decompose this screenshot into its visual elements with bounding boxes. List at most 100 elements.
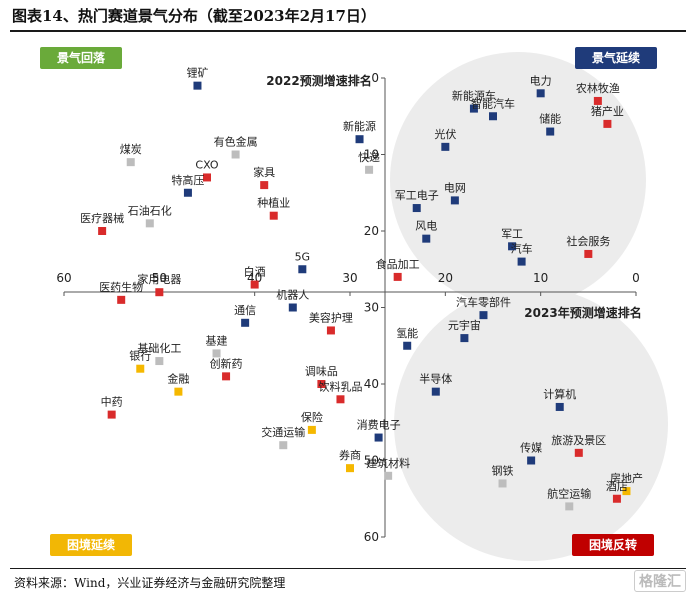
watermark-logo: 格隆汇 bbox=[634, 570, 686, 592]
data-point bbox=[498, 479, 507, 488]
data-point bbox=[346, 464, 354, 473]
quadrant-badge bbox=[572, 534, 654, 556]
y-tick-label: 10 bbox=[364, 148, 379, 162]
data-point-label: 中药 bbox=[101, 396, 123, 409]
y-axis-title: 2023年预测增速排名 bbox=[524, 305, 641, 320]
data-point-label: 白酒 bbox=[244, 265, 266, 279]
data-point bbox=[107, 410, 116, 419]
data-point bbox=[317, 380, 326, 388]
data-point bbox=[117, 295, 126, 304]
data-point-label: 氢能 bbox=[396, 326, 418, 340]
data-point bbox=[527, 456, 536, 465]
data-point-label: 房地产 bbox=[610, 471, 643, 485]
data-point-label: 煤炭 bbox=[120, 143, 142, 156]
data-point-label: 基础化工 bbox=[137, 341, 181, 355]
data-point-label: 快递 bbox=[358, 150, 380, 164]
data-point-label: 通信 bbox=[234, 304, 256, 317]
data-point bbox=[155, 357, 164, 366]
data-point bbox=[479, 311, 488, 320]
data-point-label: 保险 bbox=[301, 410, 323, 424]
data-point-label: 电力 bbox=[530, 74, 552, 87]
data-point-label: 计算机 bbox=[543, 387, 576, 401]
data-point bbox=[489, 112, 497, 121]
data-point bbox=[546, 127, 555, 136]
data-point-label: 医药生物 bbox=[99, 280, 143, 294]
quadrant-label: 困境反转 bbox=[589, 537, 637, 552]
data-point bbox=[574, 448, 583, 457]
data-point-label: 汽车 bbox=[511, 242, 533, 256]
data-point-label: 军工电子 bbox=[395, 189, 439, 202]
data-point bbox=[460, 334, 469, 343]
data-point bbox=[326, 326, 335, 335]
data-point bbox=[603, 119, 612, 128]
x-axis-title: 2022预测增速排名 bbox=[266, 73, 371, 88]
data-point-label: 特高压 bbox=[171, 173, 204, 187]
data-point bbox=[98, 227, 107, 235]
data-point-label: 航空运输 bbox=[547, 486, 591, 500]
data-point-label: CXO bbox=[195, 158, 219, 171]
data-point bbox=[307, 425, 316, 434]
quadrant-badge bbox=[40, 47, 122, 69]
data-point-label: 钢铁 bbox=[492, 464, 514, 477]
data-point-label: 石油石化 bbox=[128, 203, 172, 217]
quadrant-label: 景气回落 bbox=[57, 50, 106, 65]
data-point bbox=[126, 158, 135, 167]
data-point-label: 种植业 bbox=[257, 196, 290, 210]
data-point bbox=[555, 402, 564, 411]
data-point bbox=[584, 249, 593, 258]
x-tick-label: 50 bbox=[152, 271, 167, 285]
data-point-label: 智能汽车 bbox=[471, 96, 515, 110]
data-point-label: 传媒 bbox=[520, 442, 542, 455]
data-point bbox=[393, 272, 402, 281]
data-point-label: 元宇宙 bbox=[448, 318, 481, 332]
data-point-label: 光伏 bbox=[434, 127, 456, 141]
quadrant-label: 困境延续 bbox=[67, 537, 115, 552]
data-point-label: 锂矿 bbox=[186, 66, 208, 80]
chart-title: 图表14、热门赛道景气分布（截至2023年2月17日） bbox=[12, 7, 376, 25]
data-point bbox=[298, 265, 307, 274]
data-point bbox=[145, 219, 154, 228]
data-point-label: 消费电子 bbox=[357, 418, 401, 432]
data-point bbox=[565, 502, 574, 511]
quadrant-badge bbox=[575, 47, 657, 69]
data-point-label: 新能源 bbox=[343, 119, 376, 133]
y-tick-label: 50 bbox=[364, 454, 379, 468]
x-tick-label: 30 bbox=[342, 271, 357, 285]
data-point bbox=[136, 364, 145, 373]
data-point bbox=[279, 441, 288, 450]
data-point bbox=[593, 96, 602, 105]
data-point-label: 金融 bbox=[167, 372, 189, 386]
data-point bbox=[260, 181, 269, 190]
data-point-label: 新能源车 bbox=[452, 89, 496, 103]
data-point-label: 建筑材料 bbox=[366, 456, 410, 470]
y-tick-label: 0 bbox=[371, 71, 379, 85]
y-tick-label: 20 bbox=[364, 224, 379, 238]
data-point-label: 调味品 bbox=[305, 365, 338, 378]
data-point bbox=[231, 150, 240, 159]
data-point bbox=[441, 142, 450, 151]
data-point bbox=[222, 372, 231, 381]
data-point bbox=[450, 196, 459, 205]
data-point bbox=[536, 89, 545, 98]
x-tick-label: 20 bbox=[438, 271, 453, 285]
data-point-label: 交通运输 bbox=[261, 425, 305, 439]
x-tick-label: 60 bbox=[56, 271, 71, 285]
quadrant-badge bbox=[50, 534, 132, 556]
data-point-label: 有色金属 bbox=[214, 135, 258, 149]
y-tick-label: 30 bbox=[364, 301, 379, 315]
data-point bbox=[431, 387, 440, 396]
data-point-label: 旅游及景区 bbox=[551, 433, 606, 447]
data-point bbox=[250, 280, 259, 289]
data-point-label: 券商 bbox=[339, 448, 361, 462]
bottom-rule bbox=[10, 568, 686, 569]
data-point bbox=[212, 349, 221, 358]
data-point bbox=[174, 387, 183, 396]
data-point-label: 创新药 bbox=[210, 356, 243, 370]
data-point bbox=[403, 341, 412, 350]
data-point-label: 机器人 bbox=[276, 288, 309, 302]
data-point-label: 风电 bbox=[415, 220, 437, 233]
data-point bbox=[203, 173, 211, 182]
data-point bbox=[336, 395, 345, 404]
data-point-label: 汽车零部件 bbox=[456, 295, 511, 309]
data-point bbox=[469, 104, 478, 113]
